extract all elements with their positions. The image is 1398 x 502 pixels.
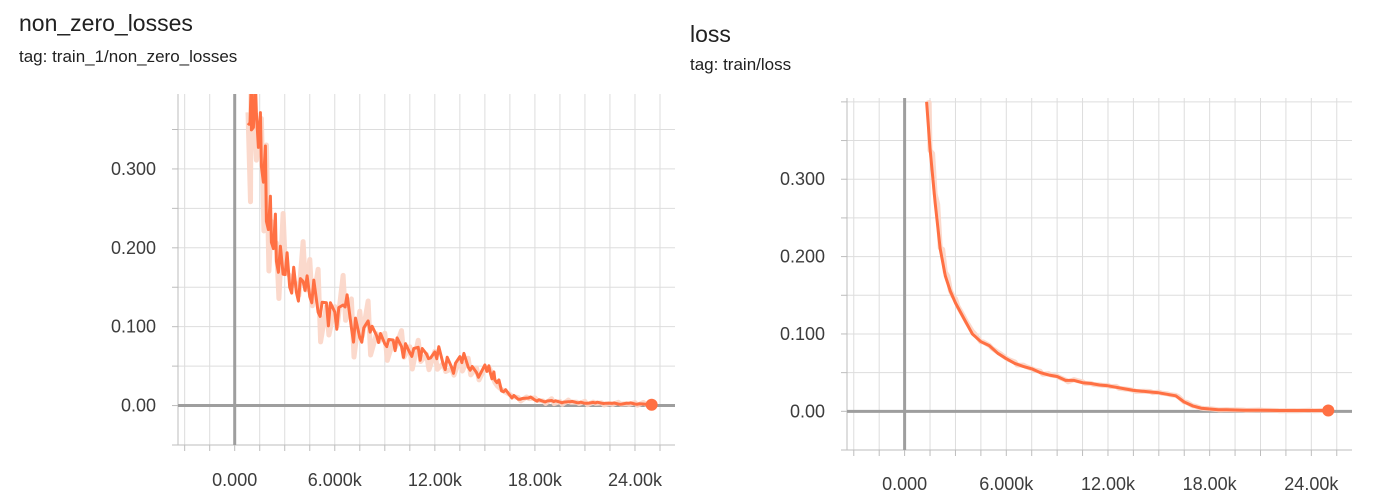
- chart-panel-loss: loss tag: train/loss 0.00 0.100 0.200 0.300…: [690, 0, 1398, 502]
- y-tick-label: 0.00: [121, 396, 156, 416]
- chart-tag: tag: train/loss: [690, 55, 792, 74]
- x-tick-label: 6.000k: [308, 470, 363, 490]
- y-tick-label: 0.300: [780, 169, 825, 189]
- chart-plot-area[interactable]: 0.00 0.100 0.200 0.300 0.000 6.000k 12.00k 18.0…: [0, 0, 700, 502]
- x-tick-label: 24.00k: [1284, 474, 1339, 494]
- y-tick-label: 0.00: [790, 401, 825, 421]
- x-tick-label: 12.00k: [408, 470, 463, 490]
- chart-panel-non-zero-losses: non_zero_losses tag: train_1/non_zero_lo…: [0, 0, 700, 502]
- x-tick-label: 12.00k: [1081, 474, 1136, 494]
- chart-plot-area[interactable]: 0.00 0.100 0.200 0.300 0.000 6.000k 12.00k 18.0…: [690, 0, 1398, 502]
- y-tick-label: 0.100: [780, 324, 825, 344]
- y-tick-label: 0.100: [111, 317, 156, 337]
- y-tick-label: 0.200: [780, 247, 825, 267]
- x-tick-label: 0.000: [882, 474, 927, 494]
- x-tick-label: 18.00k: [508, 470, 563, 490]
- series-endpoint-marker: [645, 398, 658, 411]
- series-line: [246, 94, 656, 407]
- x-tick-label: 24.00k: [608, 470, 663, 490]
- y-tick-label: 0.300: [111, 159, 156, 179]
- series-endpoint-marker: [1322, 404, 1335, 417]
- y-tick-label: 0.200: [111, 238, 156, 258]
- chart-tag: tag: train_1/non_zero_losses: [19, 47, 238, 66]
- series-raw-line: [245, 94, 656, 408]
- series-line: [925, 101, 1329, 412]
- x-tick-label: 6.000k: [979, 474, 1034, 494]
- chart-title: loss: [690, 21, 731, 47]
- x-tick-label: 0.000: [212, 470, 257, 490]
- x-tick-label: 18.00k: [1183, 474, 1238, 494]
- chart-title: non_zero_losses: [19, 10, 193, 36]
